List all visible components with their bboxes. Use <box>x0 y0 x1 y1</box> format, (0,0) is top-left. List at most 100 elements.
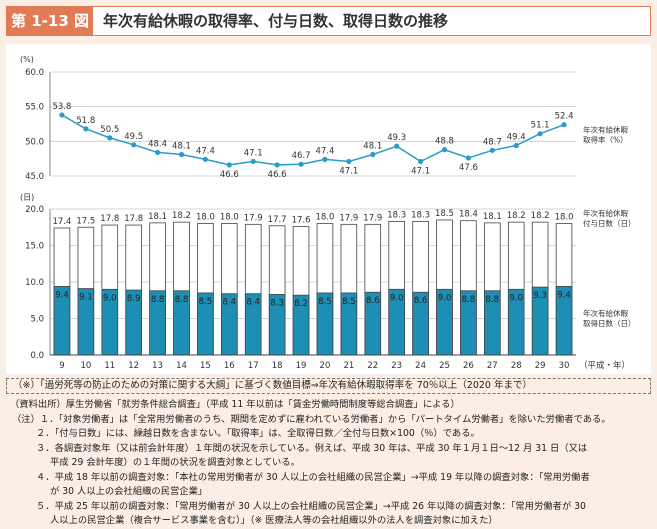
rate-point <box>513 142 519 149</box>
taken-data-label: 8.9 <box>127 294 141 304</box>
taken-data-label: 9.1 <box>79 293 93 303</box>
x-tick-label: 13 <box>152 361 163 371</box>
x-tick-label: 27 <box>487 361 498 371</box>
x-tick-label: 11 <box>104 361 115 371</box>
policy-note: （※）「過労死等の防止のための対策に関する大綱」に基づく数値目標⇒年次有給休暇取… <box>6 378 651 394</box>
rate-data-label: 46.6 <box>220 170 239 180</box>
granted-data-label: 17.8 <box>100 214 119 224</box>
taken-data-label: 8.8 <box>462 295 476 305</box>
rate-data-label: 47.6 <box>459 163 478 173</box>
rate-data-label: 47.1 <box>244 148 263 158</box>
rate-data-label: 46.7 <box>292 151 311 161</box>
rate-point <box>83 126 89 132</box>
figure-number-badge: 第 1-13 図 <box>7 7 93 35</box>
note-3: ３．各調査対象年（又は前会計年度）１年間の状況を示している。例えば、平成 30 … <box>36 442 588 454</box>
taken-data-label: 8.4 <box>223 298 237 308</box>
granted-data-label: 18.3 <box>387 210 406 220</box>
taken-data-label: 8.6 <box>366 296 380 306</box>
rate-data-label: 49.3 <box>387 133 406 143</box>
x-tick-label: 23 <box>391 361 402 371</box>
x-tick-label: 9 <box>59 361 64 371</box>
granted-data-label: 18.5 <box>435 209 454 219</box>
taken-data-label: 8.8 <box>486 295 500 305</box>
rate-data-label: 47.4 <box>315 146 334 156</box>
taken-data-label: 9.0 <box>103 293 117 303</box>
rate-point <box>489 147 495 153</box>
taken-data-label: 8.3 <box>270 298 284 308</box>
note-2: ２．「付与日数」には、繰越日数を含まない。「取得率」は、全取得日数／全付与日数×… <box>36 428 480 439</box>
granted-data-label: 17.5 <box>76 216 95 226</box>
taken-data-label: 9.3 <box>533 291 547 301</box>
granted-data-label: 18.0 <box>196 213 215 223</box>
rate-point <box>537 131 543 137</box>
rate-point <box>561 122 567 128</box>
rate-data-label: 49.4 <box>507 132 526 142</box>
x-tick-label: 22 <box>367 361 378 371</box>
rate-data-label: 52.4 <box>555 112 574 122</box>
granted-data-label: 17.9 <box>244 213 263 223</box>
x-tick-label: 18 <box>272 361 283 371</box>
chart-panel: (%) 60.0 55.0 50.0 45.0 53.8 51.8 50.5 49.5 48.4 4… <box>6 44 651 374</box>
rate-point <box>250 158 256 165</box>
taken-data-label: 9.0 <box>438 293 452 303</box>
line-y-tick-label: 60.0 <box>25 68 44 78</box>
x-tick-label: 26 <box>463 361 474 371</box>
granted-data-label: 18.0 <box>315 213 334 223</box>
granted-data-label: 17.7 <box>268 215 287 225</box>
rate-point <box>465 155 472 161</box>
rate-point <box>370 151 376 158</box>
x-axis-label: （平成・年） <box>579 360 630 371</box>
note-1: （注）１．「対象労働者」は「全常用労働者のうち、期間を定めずに雇われている労働者… <box>12 413 611 425</box>
chart-svg: (%) 60.0 55.0 50.0 45.0 53.8 51.8 50.5 49.5 48.4 4… <box>20 55 636 371</box>
taken-data-label: 9.0 <box>390 293 404 303</box>
granted-data-label: 18.2 <box>507 211 526 221</box>
rate-point <box>417 158 424 165</box>
bar-y-tick-label: 5.0 <box>30 315 44 325</box>
taken-data-label: 9.4 <box>557 290 571 300</box>
x-tick-label: 16 <box>224 361 235 371</box>
rate-data-label: 50.5 <box>100 125 119 135</box>
taken-series-legend: 取得日数（日） <box>583 318 636 328</box>
rate-data-label: 47.4 <box>196 146 215 156</box>
x-tick-label: 15 <box>200 361 211 371</box>
x-tick-label: 30 <box>559 361 570 371</box>
rate-data-label: 48.1 <box>172 142 191 152</box>
granted-data-label: 18.2 <box>172 211 191 221</box>
granted-data-label: 17.9 <box>363 213 382 223</box>
x-tick-label: 10 <box>80 361 91 371</box>
rate-point <box>298 161 304 167</box>
rate-data-label: 51.8 <box>76 116 95 126</box>
rate-series-legend: 年次有給休暇 <box>583 125 628 135</box>
x-tick-label: 24 <box>415 361 426 371</box>
x-tick-label: 25 <box>439 361 450 371</box>
bar-y-unit: (日) <box>20 193 34 202</box>
taken-data-label: 9.0 <box>509 293 523 303</box>
rate-point <box>154 149 161 156</box>
rate-point <box>202 156 209 162</box>
bar-y-tick-label: 20.0 <box>25 205 44 215</box>
figure-header: 第 1-13 図 年次有給休暇の取得率、付与日数、取得日数の推移 <box>6 6 651 36</box>
rate-point <box>131 142 137 148</box>
taken-data-label: 8.5 <box>318 297 332 307</box>
rate-series-line <box>61 114 565 166</box>
rate-point <box>346 158 352 165</box>
granted-series-legend: 付与日数（日） <box>583 218 636 228</box>
note-5: ５．平成 25 年以前の調査対象：「常用労働者が 30 人以上の会社組織の民営企… <box>36 500 586 512</box>
note-4: ４．平成 18 年以前の調査対象：「本社の常用労働者が 30 人以上の会社組織の… <box>36 471 590 483</box>
granted-data-label: 17.6 <box>292 216 311 226</box>
granted-data-label: 18.1 <box>148 212 167 222</box>
bar-y-tick-label: 0.0 <box>30 351 44 361</box>
note-4-cont: が 30 人以上の会社組織の民営企業」 <box>50 486 208 497</box>
note-5-cont: 人以上の民営企業（複合サービス事業を含む）」（※ 医療法人等の会社組織以外の法人… <box>50 515 498 526</box>
x-tick-label: 21 <box>343 361 354 371</box>
granted-data-label: 18.4 <box>459 210 478 220</box>
rate-point <box>226 162 232 168</box>
line-y-tick-label: 50.0 <box>25 137 44 147</box>
x-tick-label: 29 <box>535 361 546 371</box>
taken-data-label: 8.4 <box>246 298 260 308</box>
granted-data-label: 18.3 <box>411 210 430 220</box>
note-3-cont: 平成 29 会計年度）の１年間の状況を調査対象としている。 <box>50 457 300 468</box>
taken-series-legend: 年次有給休暇 <box>583 308 628 318</box>
taken-data-label: 8.8 <box>151 295 165 305</box>
rate-data-label: 48.4 <box>148 139 167 149</box>
